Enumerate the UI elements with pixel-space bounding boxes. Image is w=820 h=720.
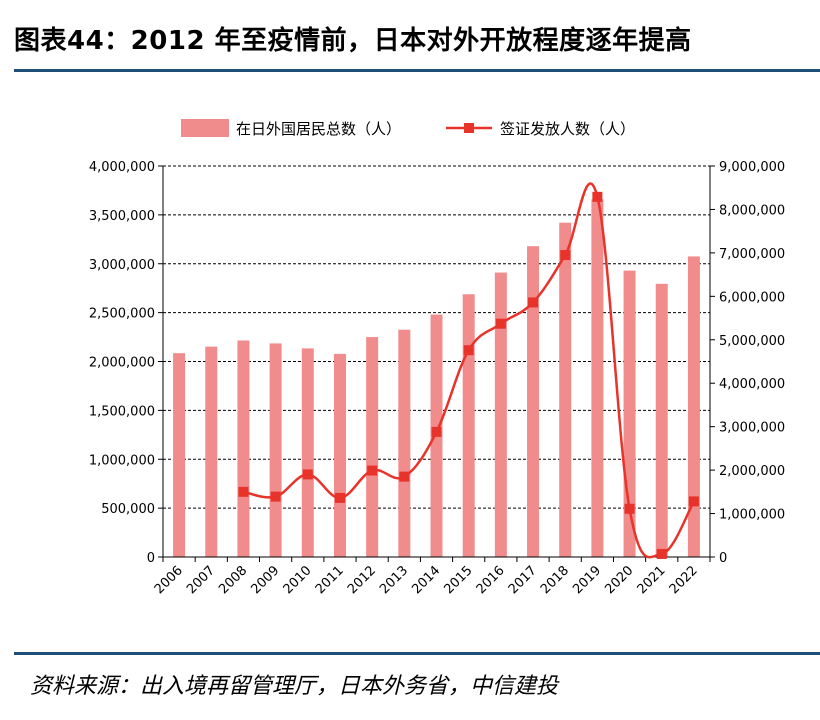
x-tick-label: 2007	[184, 563, 218, 597]
left-tick-label: 3,500,000	[89, 209, 155, 224]
x-tick-label: 2008	[216, 563, 250, 597]
visa-point-2021	[656, 548, 667, 559]
left-tick-label: 500,000	[101, 502, 155, 517]
right-tick-label: 5,000,000	[719, 334, 785, 349]
x-tick-label: 2016	[474, 563, 508, 597]
visa-point-2017	[528, 297, 539, 308]
legend-bar-swatch	[181, 119, 229, 137]
bar-2009	[269, 343, 282, 557]
bar-2007	[205, 346, 218, 557]
x-tick-label: 2006	[152, 563, 186, 597]
legend-line-label: 签证发放人数（人）	[500, 120, 635, 138]
visa-point-2018	[560, 250, 571, 261]
bar-2021	[655, 283, 668, 557]
x-tick-label: 2018	[538, 563, 572, 597]
x-tick-label: 2010	[281, 563, 315, 597]
visa-point-2012	[367, 465, 378, 476]
left-tick-label: 2,000,000	[89, 356, 155, 371]
x-tick-label: 2021	[635, 563, 669, 597]
bar-2011	[333, 353, 346, 557]
bar-2006	[173, 353, 186, 557]
chart-title: 图表44：2012 年至疫情前，日本对外开放程度逐年提高	[14, 26, 692, 56]
right-tick-label: 2,000,000	[719, 464, 785, 479]
visa-point-2011	[334, 492, 345, 503]
visa-point-2014	[431, 426, 442, 437]
right-tick-label: 3,000,000	[719, 421, 785, 436]
source-rule	[14, 652, 820, 655]
visa-point-2008	[238, 486, 249, 497]
bar-2010	[301, 348, 314, 557]
left-tick-label: 0	[147, 551, 155, 566]
bar-2012	[366, 337, 379, 557]
x-tick-label: 2012	[345, 563, 379, 597]
visa-point-2015	[463, 345, 474, 356]
x-tick-label: 2017	[506, 563, 540, 597]
right-tick-label: 1,000,000	[719, 508, 785, 523]
bar-2019	[591, 199, 604, 558]
right-tick-label: 4,000,000	[719, 377, 785, 392]
x-tick-label: 2022	[667, 563, 701, 597]
bar-2018	[559, 222, 572, 557]
bar-2013	[398, 329, 411, 557]
left-tick-label: 4,000,000	[89, 160, 155, 175]
right-tick-label: 6,000,000	[719, 290, 785, 305]
visa-point-2020	[624, 503, 635, 514]
legend-line-marker	[464, 123, 474, 133]
x-tick-label: 2015	[441, 563, 475, 597]
left-tick-label: 1,500,000	[89, 404, 155, 419]
x-tick-label: 2019	[570, 563, 604, 597]
bar-2017	[527, 246, 540, 557]
bar-2008	[237, 340, 250, 557]
x-tick-label: 2011	[313, 563, 347, 597]
x-tick-label: 2009	[248, 563, 282, 597]
visa-point-2010	[302, 469, 313, 480]
source-note: 资料来源：出入境再留管理厅，日本外务省，中信建投	[30, 674, 559, 699]
visa-point-2019	[592, 191, 603, 202]
left-tick-label: 1,000,000	[89, 453, 155, 468]
visa-point-2013	[399, 471, 410, 482]
x-tick-label: 2014	[409, 563, 443, 597]
x-tick-label: 2013	[377, 563, 411, 597]
bar-2016	[494, 272, 507, 557]
x-tick-label: 2020	[602, 563, 636, 597]
left-tick-label: 2,500,000	[89, 307, 155, 322]
visa-point-2009	[270, 491, 281, 502]
right-tick-label: 8,000,000	[719, 203, 785, 218]
legend-bar-label: 在日外国居民总数（人）	[236, 120, 401, 138]
title-underline	[14, 69, 820, 72]
left-tick-label: 3,000,000	[89, 258, 155, 273]
right-tick-label: 7,000,000	[719, 247, 785, 262]
visa-point-2022	[688, 496, 699, 507]
chart: 0 500,000 1,000,000 1,500,000 2,000,000 2,500…	[89, 119, 785, 597]
right-tick-label: 9,000,000	[719, 160, 785, 175]
bar-2015	[462, 294, 475, 557]
right-tick-label: 0	[719, 551, 727, 566]
bar-2022	[687, 256, 700, 557]
visa-point-2016	[495, 318, 506, 329]
